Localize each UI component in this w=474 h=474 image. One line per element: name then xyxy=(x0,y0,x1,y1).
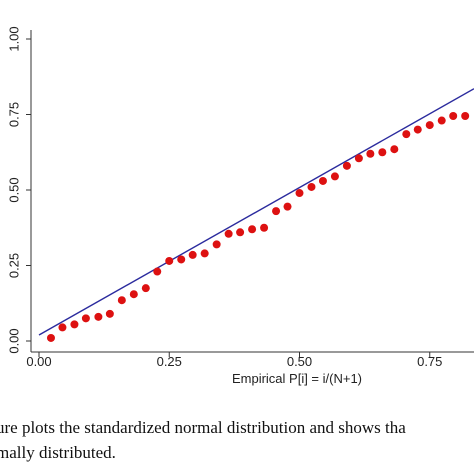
data-point xyxy=(390,145,399,154)
data-point xyxy=(129,290,138,299)
data-point xyxy=(165,256,174,265)
data-point xyxy=(366,149,375,158)
data-point xyxy=(58,323,67,332)
axes xyxy=(26,30,474,357)
data-point xyxy=(437,116,446,125)
data-point xyxy=(212,240,221,249)
y-tick-label: 0.25 xyxy=(6,253,21,278)
data-point xyxy=(378,148,387,157)
data-point xyxy=(236,228,245,237)
reference-line xyxy=(38,88,474,336)
caption-line-1: ure plots the standardized normal distri… xyxy=(0,418,406,437)
y-tick-label: 0.00 xyxy=(6,328,21,353)
tick-labels: 0.00 0.25 0.50 0.75 1.00 0.00 0.25 0.50 0.75 xyxy=(6,26,442,369)
caption-line-2: mally distributed. xyxy=(0,443,116,462)
data-point xyxy=(188,250,197,259)
data-point xyxy=(354,154,363,163)
data-point xyxy=(94,312,103,321)
x-tick-label: 0.50 xyxy=(287,354,312,369)
y-tick-label: 0.75 xyxy=(6,102,21,127)
y-tick-label: 0.50 xyxy=(6,177,21,202)
data-point xyxy=(342,161,351,170)
data-point xyxy=(153,267,162,276)
data-point xyxy=(248,225,257,234)
scatter-points xyxy=(46,112,470,342)
data-point xyxy=(318,176,327,185)
data-point xyxy=(307,182,316,191)
data-point xyxy=(177,255,186,264)
x-axis-title: Empirical P[i] = i/(N+1) xyxy=(232,371,362,386)
data-point xyxy=(200,249,209,258)
data-point xyxy=(105,309,114,318)
data-point xyxy=(224,229,233,238)
data-point xyxy=(425,121,434,130)
x-tick-label: 0.00 xyxy=(26,354,51,369)
data-point xyxy=(141,284,150,293)
data-point xyxy=(295,189,304,198)
data-point xyxy=(413,125,422,134)
data-point xyxy=(117,296,126,305)
data-point xyxy=(402,130,411,139)
data-point xyxy=(272,207,281,216)
data-point xyxy=(449,112,458,121)
data-point xyxy=(461,112,470,121)
data-point xyxy=(260,223,269,232)
data-point xyxy=(330,172,339,181)
data-point xyxy=(81,314,90,323)
data-point xyxy=(46,333,55,342)
reference-line-group xyxy=(38,88,474,336)
x-tick-label: 0.75 xyxy=(417,354,442,369)
y-tick-label: 1.00 xyxy=(6,26,21,51)
data-point xyxy=(283,202,292,211)
data-point xyxy=(70,320,79,329)
x-tick-label: 0.25 xyxy=(157,354,182,369)
